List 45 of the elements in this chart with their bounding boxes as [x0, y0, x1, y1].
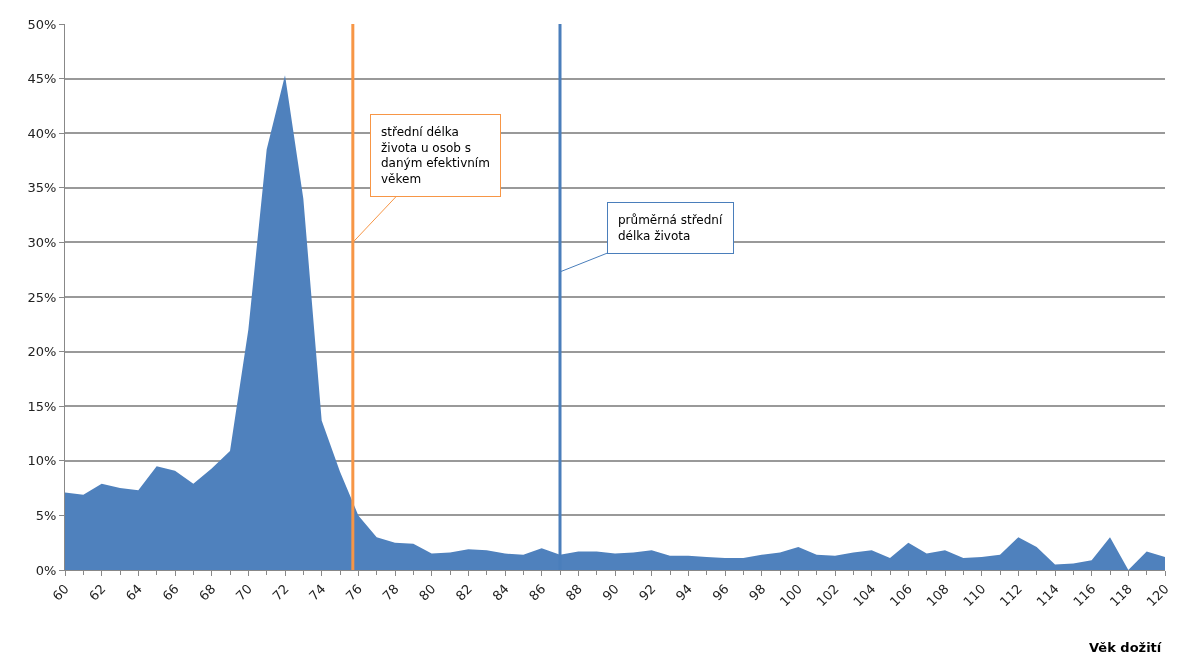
x-tick-label: 78: [379, 581, 402, 604]
y-tick-label: 15%: [27, 398, 57, 414]
x-tick-label: 80: [416, 581, 439, 604]
ref-line-label: průměrná střední délka života: [618, 213, 723, 243]
x-tick-label: 112: [996, 581, 1026, 610]
y-tick-label: 40%: [27, 125, 57, 141]
y-tick-label: 45%: [27, 71, 57, 87]
x-tick-label: 68: [196, 581, 219, 604]
x-tick-label: 62: [86, 581, 109, 604]
x-tick-label: 100: [776, 581, 806, 610]
x-tick-label: 88: [562, 581, 586, 604]
x-tick-label: 90: [599, 581, 622, 604]
y-tick-label: 35%: [27, 180, 57, 196]
x-tick-label: 106: [886, 581, 916, 610]
x-tick-label: 70: [232, 581, 256, 604]
x-tick-label: 84: [489, 581, 512, 604]
x-tick-label: 104: [850, 581, 879, 610]
x-tick-label: 82: [452, 581, 476, 604]
y-tick-label: 30%: [27, 234, 57, 250]
y-tick-label: 25%: [27, 289, 57, 305]
y-tick-label: 10%: [27, 453, 57, 469]
x-tick-label: 96: [709, 581, 732, 604]
x-tick-label: 102: [813, 581, 842, 610]
x-tick-label: 86: [526, 581, 549, 604]
x-tick-label: 92: [636, 581, 659, 604]
ref-line-label: střední délka života u osob s daným efektivním věkem: [381, 125, 490, 186]
y-tick-label: 20%: [27, 344, 57, 360]
x-tick-label: 94: [672, 581, 696, 604]
x-tick-label: 114: [1033, 581, 1062, 610]
x-tick-label: 108: [923, 581, 952, 610]
x-tick-label: 110: [960, 581, 989, 610]
x-tick-label: 66: [159, 581, 182, 604]
x-axis-title: Věk dožití: [1089, 640, 1163, 655]
x-tick-label: 76: [342, 581, 366, 604]
y-tick-label: 5%: [35, 507, 57, 523]
x-tick-label: 74: [306, 581, 329, 604]
x-tick-label: 72: [269, 581, 292, 604]
x-tick-label: 64: [122, 581, 146, 604]
y-tick-label: 0%: [35, 562, 57, 578]
x-tick-label: 118: [1106, 581, 1136, 610]
x-tick-label: 120: [1143, 581, 1172, 610]
y-tick-label: 50%: [27, 16, 57, 32]
x-tick-label: 98: [746, 581, 769, 604]
x-tick-label: 60: [49, 581, 72, 604]
x-tick-label: 116: [1070, 581, 1099, 610]
